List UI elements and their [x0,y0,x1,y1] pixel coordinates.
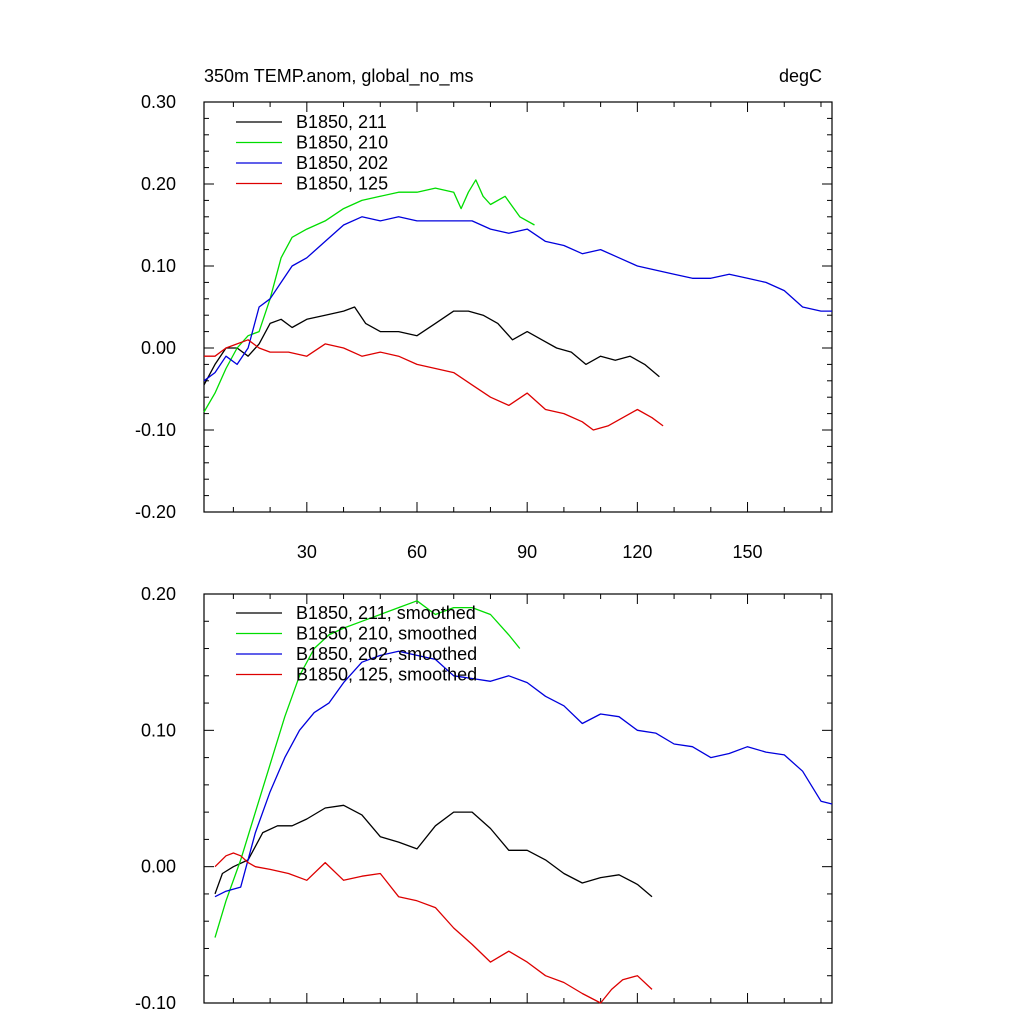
chart-title: 350m TEMP.anom, global_no_ms [204,66,474,87]
x-tick-label: 60 [407,542,427,562]
plot-frame [203,593,833,1004]
y-tick-label: 0.30 [141,92,176,112]
y-tick-label: 0.10 [141,256,176,276]
legend-label: B1850, 125 [296,174,388,194]
legend-label: B1850, 210 [296,133,388,153]
y-tick-label: -0.10 [135,993,176,1013]
y-tick-label: 0.00 [141,338,176,358]
y-tick-label: -0.10 [135,420,176,440]
x-tick-label: 150 [733,542,763,562]
series-line [203,216,832,382]
x-tick-label: 30 [297,542,317,562]
legend-label: B1850, 211, smoothed [296,603,476,623]
x-tick-label: 90 [517,542,537,562]
legend-label: B1850, 202 [296,153,388,173]
y-tick-label: 0.20 [141,174,176,194]
y-tick-label: 0.20 [141,584,176,604]
top-panel: 350m TEMP.anom, global_no_ms degC 0.30 0.… [135,66,833,562]
legend-label: B1850, 210, smoothed [296,624,477,644]
x-tick-label: 120 [622,542,652,562]
series-line [214,852,653,1004]
y-tick-label: 0.10 [141,720,176,740]
legend-label: B1850, 211 [296,112,387,132]
units-label: degC [779,66,822,86]
y-tick-label: 0.00 [141,857,176,877]
series-line [203,179,535,413]
legend-label: B1850, 125, smoothed [296,665,477,685]
y-tick-label: -0.20 [135,502,176,522]
series-line [214,600,521,938]
series-line [214,650,833,898]
series-line [204,339,664,431]
legend-label: B1850, 202, smoothed [296,644,477,664]
plot-frame [203,101,833,513]
series-line [214,804,653,898]
series-line [203,306,660,386]
